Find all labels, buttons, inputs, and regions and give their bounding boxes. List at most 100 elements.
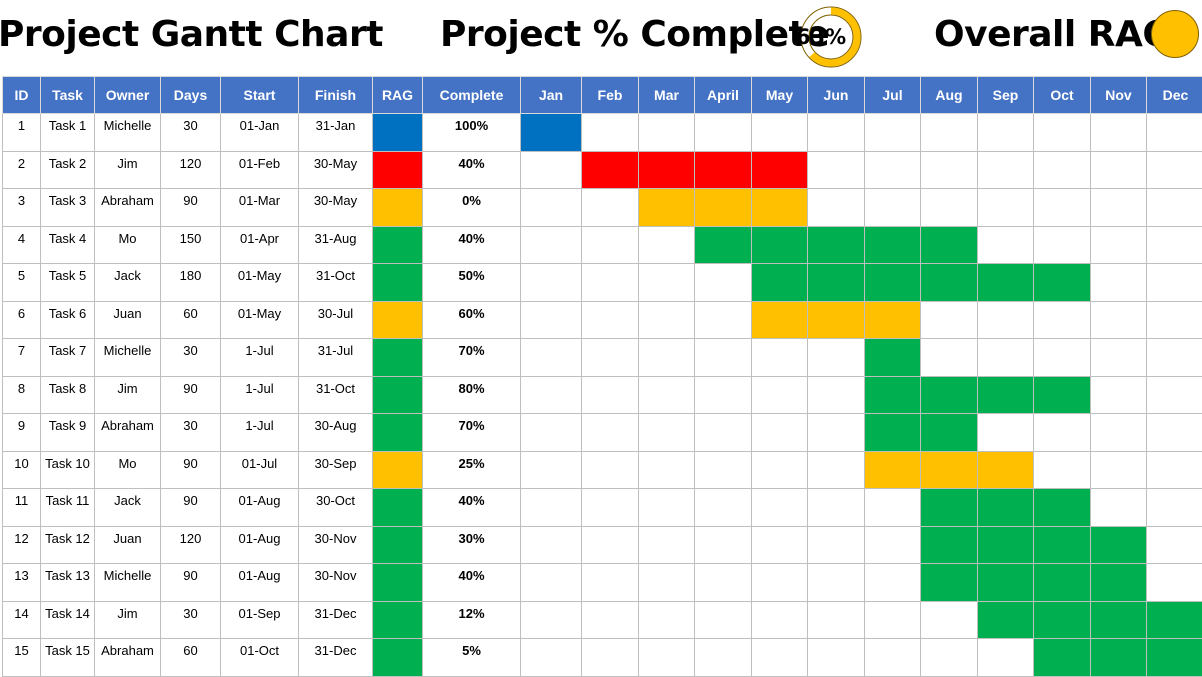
- gantt-bar-segment: [864, 263, 921, 302]
- complete-cell: 12%: [422, 600, 521, 639]
- gantt-bar-segment: [581, 150, 639, 189]
- gantt-empty-cell: [920, 113, 978, 152]
- gantt-empty-cell: [694, 300, 752, 339]
- gantt-bar-segment: [1033, 263, 1091, 302]
- gantt-empty-cell: [1146, 113, 1202, 152]
- gantt-empty-cell: [864, 488, 921, 527]
- id-cell: 5: [2, 263, 41, 302]
- gantt-empty-cell: [1146, 563, 1202, 602]
- rag-status-cell: [372, 150, 423, 189]
- complete-cell: 5%: [422, 638, 521, 677]
- gantt-empty-cell: [751, 638, 808, 677]
- table-row: 5 Task 5 Jack 180 01-May 31-Oct 50%: [2, 263, 1202, 302]
- gantt-empty-cell: [977, 300, 1034, 339]
- id-cell: 10: [2, 450, 41, 489]
- days-cell: 180: [160, 263, 221, 302]
- id-cell: 13: [2, 563, 41, 602]
- id-cell: 8: [2, 375, 41, 414]
- start-cell: 01-Aug: [220, 525, 299, 564]
- id-cell: 1: [2, 113, 41, 152]
- days-cell: 90: [160, 563, 221, 602]
- owner-cell: Jim: [94, 600, 161, 639]
- table-row: 2 Task 2 Jim 120 01-Feb 30-May 40%: [2, 150, 1202, 189]
- owner-cell: Jack: [94, 488, 161, 527]
- gantt-empty-cell: [807, 600, 865, 639]
- gantt-empty-cell: [581, 225, 639, 264]
- gantt-bar-segment: [1146, 600, 1202, 639]
- owner-cell: Jim: [94, 375, 161, 414]
- gantt-bar-segment: [694, 150, 752, 189]
- id-cell: 14: [2, 600, 41, 639]
- task-cell: Task 9: [40, 413, 95, 452]
- id-cell: 4: [2, 225, 41, 264]
- gantt-bar-segment: [751, 225, 808, 264]
- days-cell: 30: [160, 113, 221, 152]
- gantt-empty-cell: [977, 338, 1034, 377]
- gantt-empty-cell: [1090, 225, 1147, 264]
- gantt-empty-cell: [864, 113, 921, 152]
- gantt-empty-cell: [751, 338, 808, 377]
- gantt-empty-cell: [1146, 375, 1202, 414]
- gantt-empty-cell: [520, 150, 582, 189]
- finish-cell: 31-Jan: [298, 113, 373, 152]
- gantt-bar-segment: [920, 263, 978, 302]
- column-header-start: Start: [220, 76, 299, 114]
- gantt-empty-cell: [694, 563, 752, 602]
- owner-cell: Abraham: [94, 188, 161, 227]
- gantt-empty-cell: [581, 338, 639, 377]
- gantt-empty-cell: [807, 525, 865, 564]
- complete-cell: 40%: [422, 150, 521, 189]
- gantt-empty-cell: [638, 525, 695, 564]
- gantt-bar-segment: [977, 488, 1034, 527]
- gantt-empty-cell: [807, 375, 865, 414]
- complete-cell: 30%: [422, 525, 521, 564]
- gantt-empty-cell: [520, 188, 582, 227]
- gantt-empty-cell: [751, 413, 808, 452]
- gantt-bar-segment: [864, 450, 921, 489]
- gantt-empty-cell: [751, 488, 808, 527]
- owner-cell: Michelle: [94, 338, 161, 377]
- table-row: 13 Task 13 Michelle 90 01-Aug 30-Nov 40%: [2, 563, 1202, 602]
- gantt-empty-cell: [1033, 300, 1091, 339]
- gantt-empty-cell: [864, 638, 921, 677]
- gantt-empty-cell: [920, 300, 978, 339]
- month-header-nov: Nov: [1090, 76, 1147, 114]
- gantt-empty-cell: [977, 150, 1034, 189]
- gantt-empty-cell: [807, 488, 865, 527]
- gantt-empty-cell: [638, 450, 695, 489]
- gantt-empty-cell: [920, 150, 978, 189]
- gantt-empty-cell: [520, 300, 582, 339]
- gantt-empty-cell: [1146, 413, 1202, 452]
- gantt-empty-cell: [1090, 300, 1147, 339]
- owner-cell: Mo: [94, 450, 161, 489]
- gantt-empty-cell: [751, 375, 808, 414]
- gantt-empty-cell: [1033, 413, 1091, 452]
- task-cell: Task 13: [40, 563, 95, 602]
- start-cell: 01-Aug: [220, 563, 299, 602]
- gantt-empty-cell: [638, 113, 695, 152]
- gantt-empty-cell: [1033, 150, 1091, 189]
- rag-status-cell: [372, 488, 423, 527]
- gantt-bar-segment: [638, 188, 695, 227]
- rag-status-cell: [372, 338, 423, 377]
- gantt-empty-cell: [581, 600, 639, 639]
- gantt-bar-segment: [977, 375, 1034, 414]
- gantt-bar-segment: [864, 413, 921, 452]
- gantt-empty-cell: [807, 150, 865, 189]
- gantt-empty-cell: [581, 638, 639, 677]
- gantt-bar-segment: [977, 525, 1034, 564]
- id-cell: 15: [2, 638, 41, 677]
- gantt-bar-segment: [807, 225, 865, 264]
- table-row: 15 Task 15 Abraham 60 01-Oct 31-Dec 5%: [2, 638, 1202, 677]
- gantt-empty-cell: [1090, 413, 1147, 452]
- table-row: 4 Task 4 Mo 150 01-Apr 31-Aug 40%: [2, 225, 1202, 264]
- gantt-bar-segment: [920, 413, 978, 452]
- gantt-bar-segment: [1033, 525, 1091, 564]
- gantt-bar-segment: [977, 450, 1034, 489]
- gantt-empty-cell: [864, 563, 921, 602]
- gantt-empty-cell: [1033, 113, 1091, 152]
- donut-progress-arc: [801, 7, 861, 67]
- gantt-bar-segment: [920, 450, 978, 489]
- gantt-empty-cell: [1090, 375, 1147, 414]
- owner-cell: Michelle: [94, 113, 161, 152]
